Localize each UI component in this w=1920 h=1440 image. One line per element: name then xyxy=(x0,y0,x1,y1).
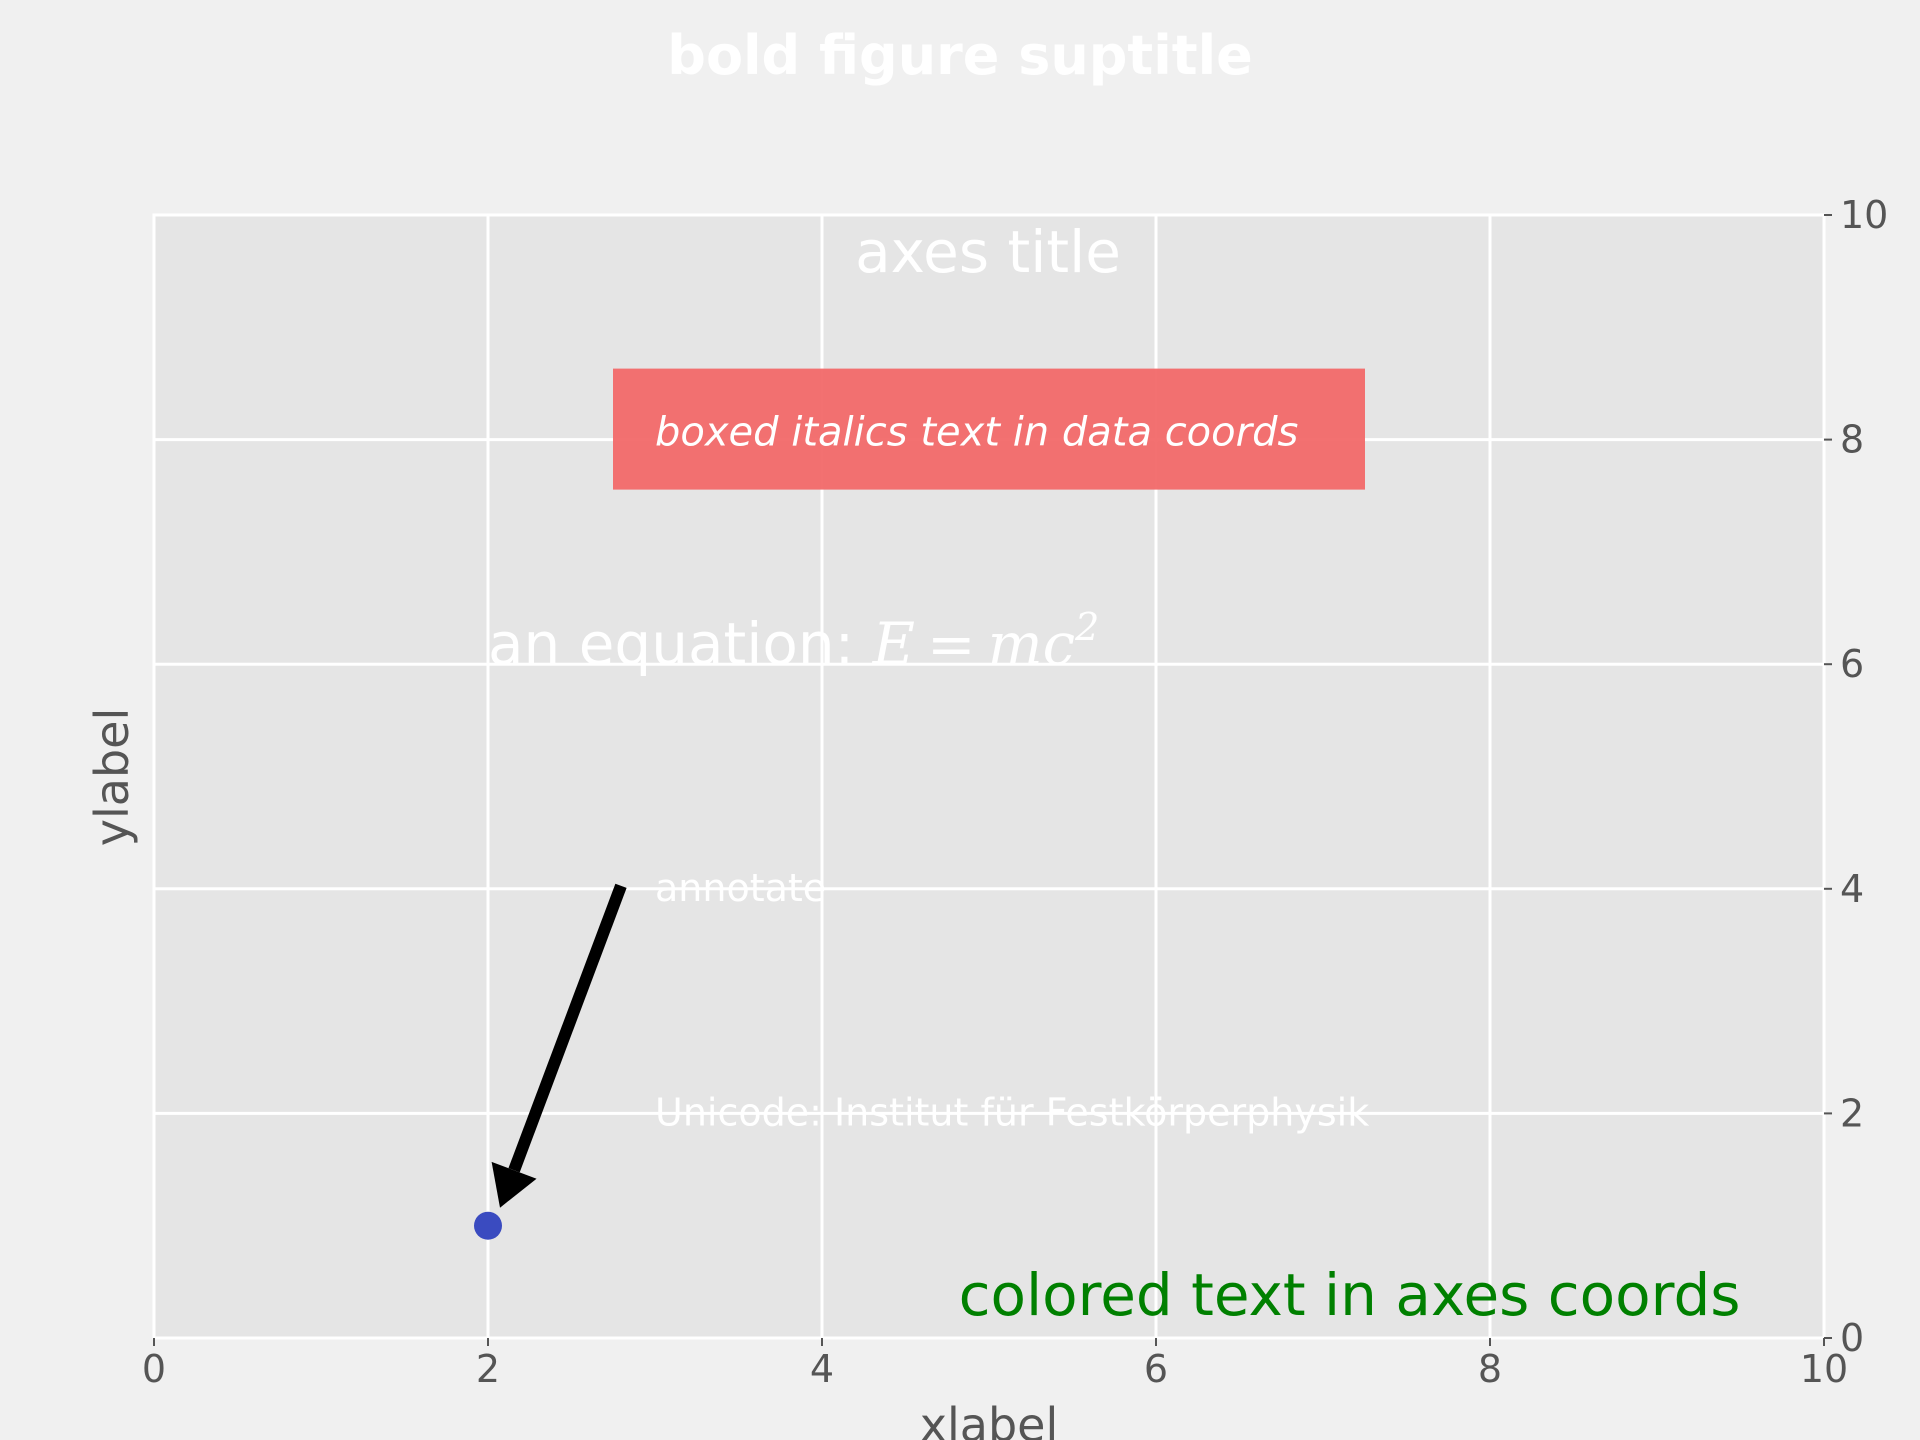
x-tick-label: 8 xyxy=(1478,1347,1502,1391)
y-tick-label: 6 xyxy=(1840,642,1864,686)
y-tick-label: 2 xyxy=(1840,1091,1864,1135)
axes-title: axes title xyxy=(855,218,1121,286)
x-tick-label: 2 xyxy=(476,1347,500,1391)
scatter-point xyxy=(474,1211,502,1240)
annotation-text: annotate xyxy=(655,866,826,910)
y-tick-label: 10 xyxy=(1840,193,1888,237)
y-tick-label: 8 xyxy=(1840,418,1864,462)
equation-annotation: an equation: E = mc2 xyxy=(488,605,1099,678)
axes-frame xyxy=(152,213,1826,1340)
equation-prefix: an equation: xyxy=(488,610,873,678)
unicode-annotation: Unicode: Institut für Festkörperphysik xyxy=(655,1090,1369,1134)
equation-lhs: E xyxy=(872,610,915,678)
annotation-arrow-head xyxy=(491,1161,537,1208)
figure-suptitle: bold figure suptitle xyxy=(667,24,1252,87)
x-axis-label: xlabel xyxy=(920,1398,1058,1440)
x-tick-label: 10 xyxy=(1800,1347,1848,1391)
y-tick-label: 0 xyxy=(1840,1316,1864,1360)
y-axis-label: ylabel xyxy=(85,708,139,846)
equation-equals: = xyxy=(927,610,976,678)
y-tick-label: 4 xyxy=(1840,867,1864,911)
boxed-annotation-text: boxed italics text in data coords xyxy=(655,410,1298,456)
equation-rhs: mc xyxy=(988,610,1075,678)
boxed-annotation-box xyxy=(613,368,1365,490)
x-tick-label: 4 xyxy=(810,1347,834,1391)
x-tick-label: 6 xyxy=(1144,1347,1168,1391)
x-tick-label: 0 xyxy=(142,1347,166,1391)
annotation-arrow-shaft xyxy=(508,883,627,1173)
colored-axes-annotation: colored text in axes coords xyxy=(959,1261,1741,1329)
equation-superscript: 2 xyxy=(1074,605,1099,649)
